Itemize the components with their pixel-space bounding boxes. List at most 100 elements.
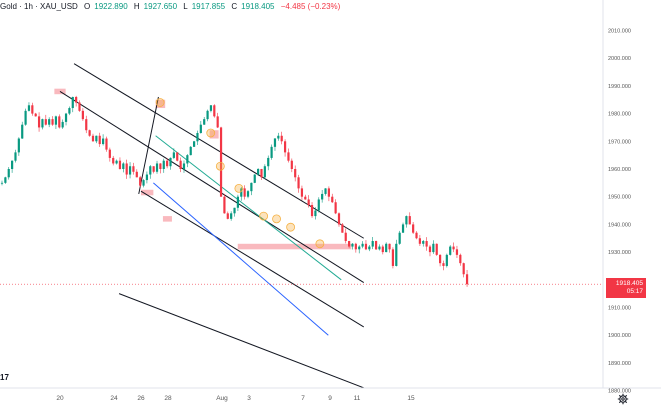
candle-body (132, 166, 135, 172)
open-label: O (84, 2, 91, 11)
y-tick-label: 1940.000 (608, 222, 631, 228)
candle-body (297, 177, 300, 189)
candle-body (422, 241, 425, 244)
current-price-tag: 1918.405 05:17 (606, 278, 646, 299)
candle-body (344, 232, 347, 242)
candle-body (260, 169, 263, 178)
gear-icon[interactable] (617, 393, 629, 405)
candle-body (435, 243, 438, 255)
candle-body (415, 232, 418, 239)
candle-body (233, 207, 236, 214)
candle-body (358, 246, 361, 250)
candle-body (58, 116, 61, 128)
x-tick-label: 15 (407, 395, 415, 402)
candle-body (192, 141, 196, 147)
candle-body (122, 163, 125, 169)
candle-body (213, 105, 216, 117)
candle-body (169, 157, 172, 167)
y-tick-label: 1960.000 (608, 167, 631, 173)
candle-body (374, 241, 378, 250)
swing-high-marker (155, 98, 165, 107)
candle-body (139, 177, 142, 186)
candle-body (91, 135, 95, 142)
candle-body (337, 213, 341, 225)
candle-body (179, 160, 182, 169)
candle-body (381, 246, 384, 253)
swing-high-marker (234, 183, 244, 193)
candle-body (324, 188, 327, 194)
y-tick-label: 1990.000 (608, 84, 631, 90)
change-value: −4.485 (−0.23%) (280, 2, 341, 11)
candle-body (81, 110, 84, 120)
candle-body (452, 246, 455, 250)
candle-body (280, 135, 283, 142)
candle-body (172, 152, 175, 158)
candle-body (405, 216, 408, 225)
candle-body (388, 243, 391, 250)
y-tick-label: 2000.000 (608, 56, 631, 62)
symbol-label[interactable]: Gold · 1h · XAU_USD (0, 2, 78, 11)
tradingview-logo[interactable]: 17 (0, 373, 9, 382)
y-tick-label: 1880.000 (608, 389, 631, 395)
candle-body (310, 205, 314, 217)
candle-body (128, 166, 132, 175)
pitchfork-handle (138, 96, 159, 195)
candle-body (462, 263, 465, 275)
resistance-zone (162, 216, 172, 222)
candle-body (465, 274, 469, 285)
candle-body (85, 119, 88, 131)
y-tick-label: 2010.000 (608, 29, 631, 35)
candle-body (125, 163, 128, 175)
y-tick-label: 1890.000 (608, 361, 631, 367)
candle-body (14, 152, 17, 161)
candle-body (11, 160, 14, 169)
current-price-value: 1918.405 (615, 280, 643, 288)
y-tick-label: 1900.000 (608, 333, 631, 339)
swing-high-marker (215, 161, 225, 171)
candle-body (37, 116, 41, 128)
resistance-zone (237, 243, 352, 250)
candle-body (250, 182, 253, 192)
candle-body (27, 105, 31, 111)
candle-body (348, 241, 351, 247)
candle-body (54, 116, 58, 125)
channel-line (73, 63, 365, 239)
candle-body (304, 196, 307, 200)
resistance-zone (209, 130, 219, 139)
chart-header: Gold · 1h · XAU_USD O 1922.890 H 1927.650 … (0, 2, 344, 18)
candle-body (290, 160, 293, 169)
candle-body (425, 241, 428, 247)
candle-body (401, 224, 405, 233)
candle-body (300, 188, 304, 197)
swing-high-marker (259, 211, 269, 221)
candle-body (206, 110, 209, 120)
close-value: 1918.405 (241, 2, 275, 11)
candle-body (182, 163, 186, 169)
candle-body (186, 155, 189, 164)
candle-body (209, 105, 213, 111)
candle-body (223, 196, 226, 214)
candle-body (71, 96, 74, 109)
candle-body (166, 160, 169, 167)
candle-body (364, 243, 368, 250)
candle-body (459, 254, 462, 264)
candle-body (176, 152, 179, 161)
candle-body (112, 157, 115, 164)
candle-body (135, 171, 138, 178)
x-tick-label: 20 (56, 395, 64, 402)
open-value: 1922.890 (94, 2, 128, 11)
y-tick-label: 1970.000 (608, 139, 631, 145)
candle-body (267, 157, 270, 167)
x-tick-label: Aug (216, 395, 228, 402)
candle-body (287, 152, 290, 161)
bar-countdown: 05:17 (626, 288, 643, 296)
candle-body (257, 169, 260, 175)
candle-body (230, 213, 233, 219)
resistance-zone (155, 99, 166, 109)
candle-body (48, 119, 51, 125)
candle-body (105, 138, 108, 150)
x-tick-label: 3 (247, 395, 251, 402)
candle-body (17, 138, 20, 153)
